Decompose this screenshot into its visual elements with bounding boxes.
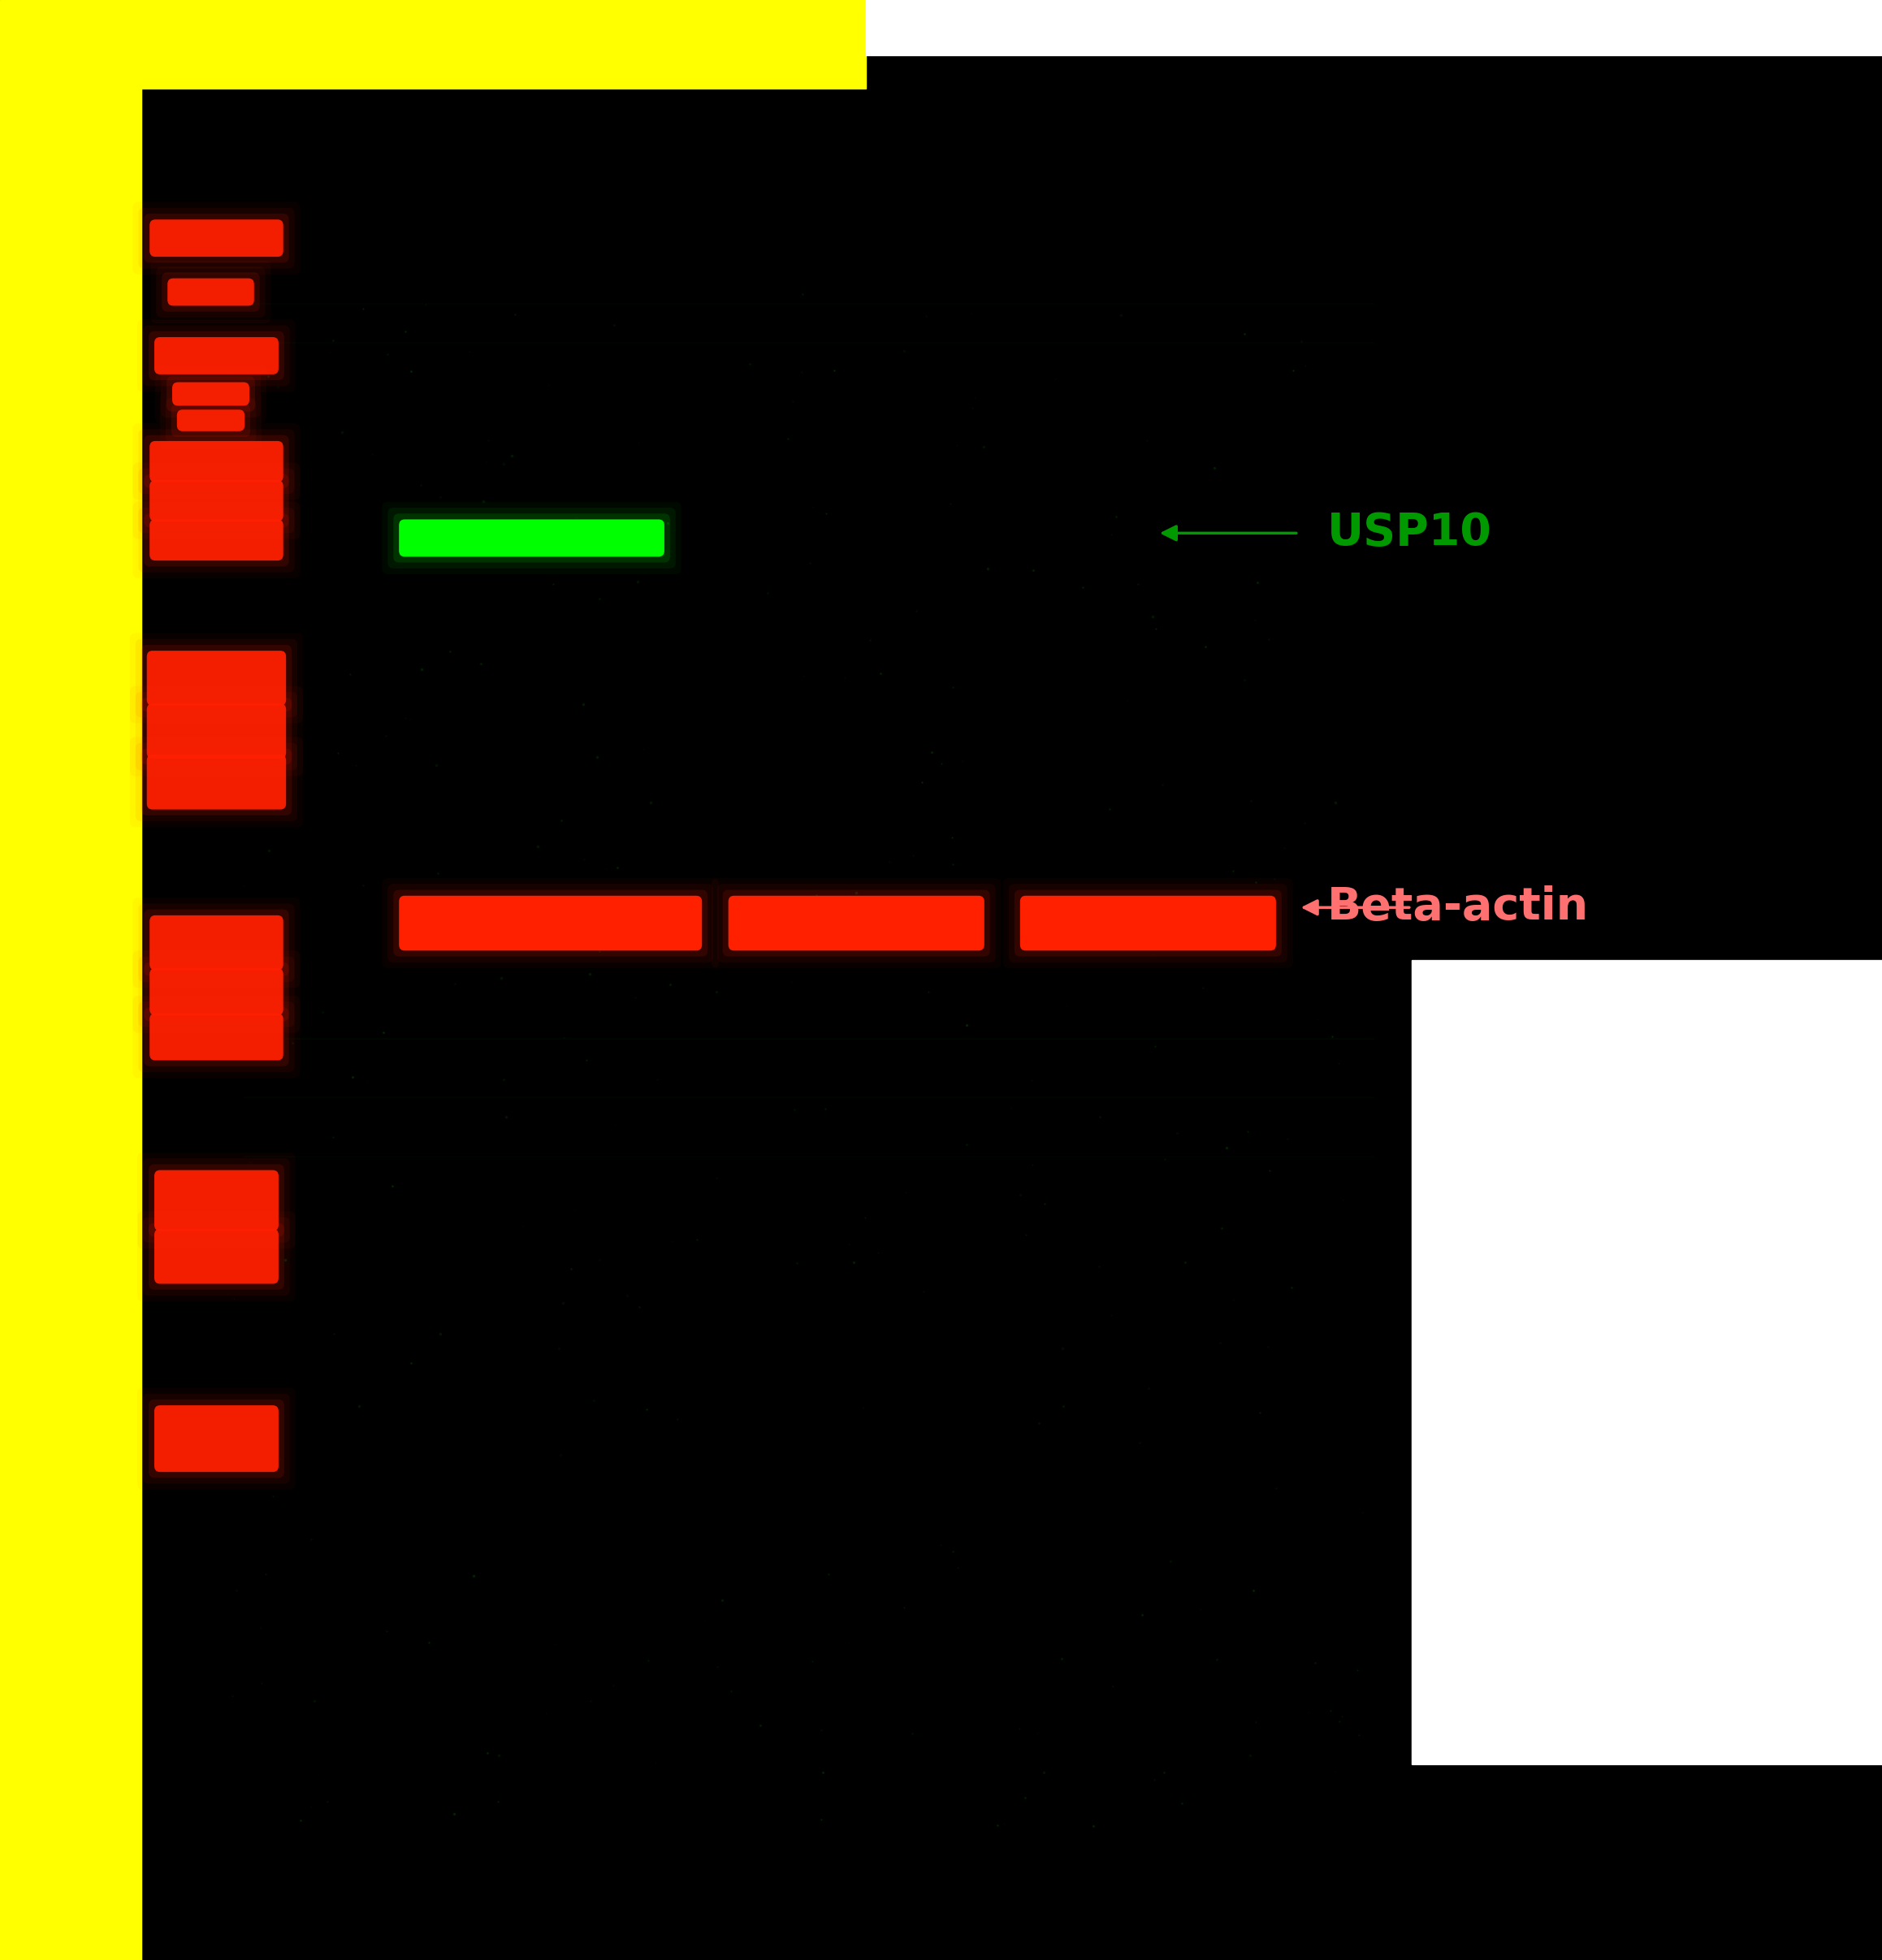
FancyBboxPatch shape <box>399 519 664 557</box>
FancyBboxPatch shape <box>1020 896 1276 951</box>
Bar <box>0 88 141 1960</box>
FancyBboxPatch shape <box>143 1217 290 1296</box>
FancyBboxPatch shape <box>154 337 279 374</box>
FancyBboxPatch shape <box>136 743 297 821</box>
FancyBboxPatch shape <box>141 698 292 764</box>
FancyBboxPatch shape <box>147 755 286 809</box>
FancyBboxPatch shape <box>139 429 294 494</box>
FancyBboxPatch shape <box>139 956 294 1027</box>
FancyBboxPatch shape <box>143 514 290 566</box>
Bar <box>0 0 866 88</box>
FancyBboxPatch shape <box>147 651 286 706</box>
FancyBboxPatch shape <box>156 267 265 318</box>
FancyBboxPatch shape <box>717 884 996 962</box>
FancyBboxPatch shape <box>139 468 294 533</box>
FancyBboxPatch shape <box>143 325 290 386</box>
FancyBboxPatch shape <box>149 331 284 380</box>
FancyBboxPatch shape <box>143 214 290 263</box>
FancyBboxPatch shape <box>151 1013 284 1060</box>
FancyBboxPatch shape <box>149 1164 284 1237</box>
FancyBboxPatch shape <box>151 480 284 521</box>
FancyBboxPatch shape <box>151 915 284 970</box>
FancyBboxPatch shape <box>166 398 256 443</box>
FancyBboxPatch shape <box>143 1007 290 1066</box>
FancyBboxPatch shape <box>173 382 248 406</box>
Bar <box>1412 960 1882 1764</box>
FancyBboxPatch shape <box>166 376 256 412</box>
FancyBboxPatch shape <box>160 370 260 417</box>
FancyBboxPatch shape <box>136 639 297 717</box>
FancyBboxPatch shape <box>393 890 708 956</box>
FancyBboxPatch shape <box>143 962 290 1021</box>
FancyBboxPatch shape <box>151 519 284 561</box>
Text: USP10: USP10 <box>1327 512 1492 555</box>
FancyBboxPatch shape <box>388 884 713 962</box>
FancyBboxPatch shape <box>1009 884 1287 962</box>
FancyBboxPatch shape <box>167 278 254 306</box>
FancyBboxPatch shape <box>147 704 286 759</box>
FancyBboxPatch shape <box>177 410 245 431</box>
FancyBboxPatch shape <box>143 474 290 527</box>
FancyBboxPatch shape <box>151 968 284 1015</box>
FancyBboxPatch shape <box>728 896 984 951</box>
Bar <box>866 0 1882 55</box>
FancyBboxPatch shape <box>143 1158 290 1243</box>
FancyBboxPatch shape <box>139 508 294 572</box>
FancyBboxPatch shape <box>399 896 702 951</box>
FancyBboxPatch shape <box>149 1399 284 1478</box>
FancyBboxPatch shape <box>393 514 670 563</box>
FancyBboxPatch shape <box>143 909 290 976</box>
FancyBboxPatch shape <box>151 441 284 482</box>
FancyBboxPatch shape <box>1014 890 1282 956</box>
FancyBboxPatch shape <box>171 404 250 437</box>
FancyBboxPatch shape <box>151 220 284 257</box>
FancyBboxPatch shape <box>143 1394 290 1484</box>
FancyBboxPatch shape <box>723 890 990 956</box>
FancyBboxPatch shape <box>149 1223 284 1290</box>
FancyBboxPatch shape <box>141 645 292 711</box>
Text: Beta-actin: Beta-actin <box>1327 886 1588 929</box>
FancyBboxPatch shape <box>388 508 676 568</box>
FancyBboxPatch shape <box>162 272 260 312</box>
FancyBboxPatch shape <box>136 692 297 770</box>
FancyBboxPatch shape <box>154 1170 279 1231</box>
FancyBboxPatch shape <box>139 904 294 982</box>
FancyBboxPatch shape <box>154 1405 279 1472</box>
FancyBboxPatch shape <box>139 1002 294 1072</box>
FancyBboxPatch shape <box>143 435 290 488</box>
FancyBboxPatch shape <box>139 208 294 269</box>
FancyBboxPatch shape <box>141 749 292 815</box>
FancyBboxPatch shape <box>154 1229 279 1284</box>
